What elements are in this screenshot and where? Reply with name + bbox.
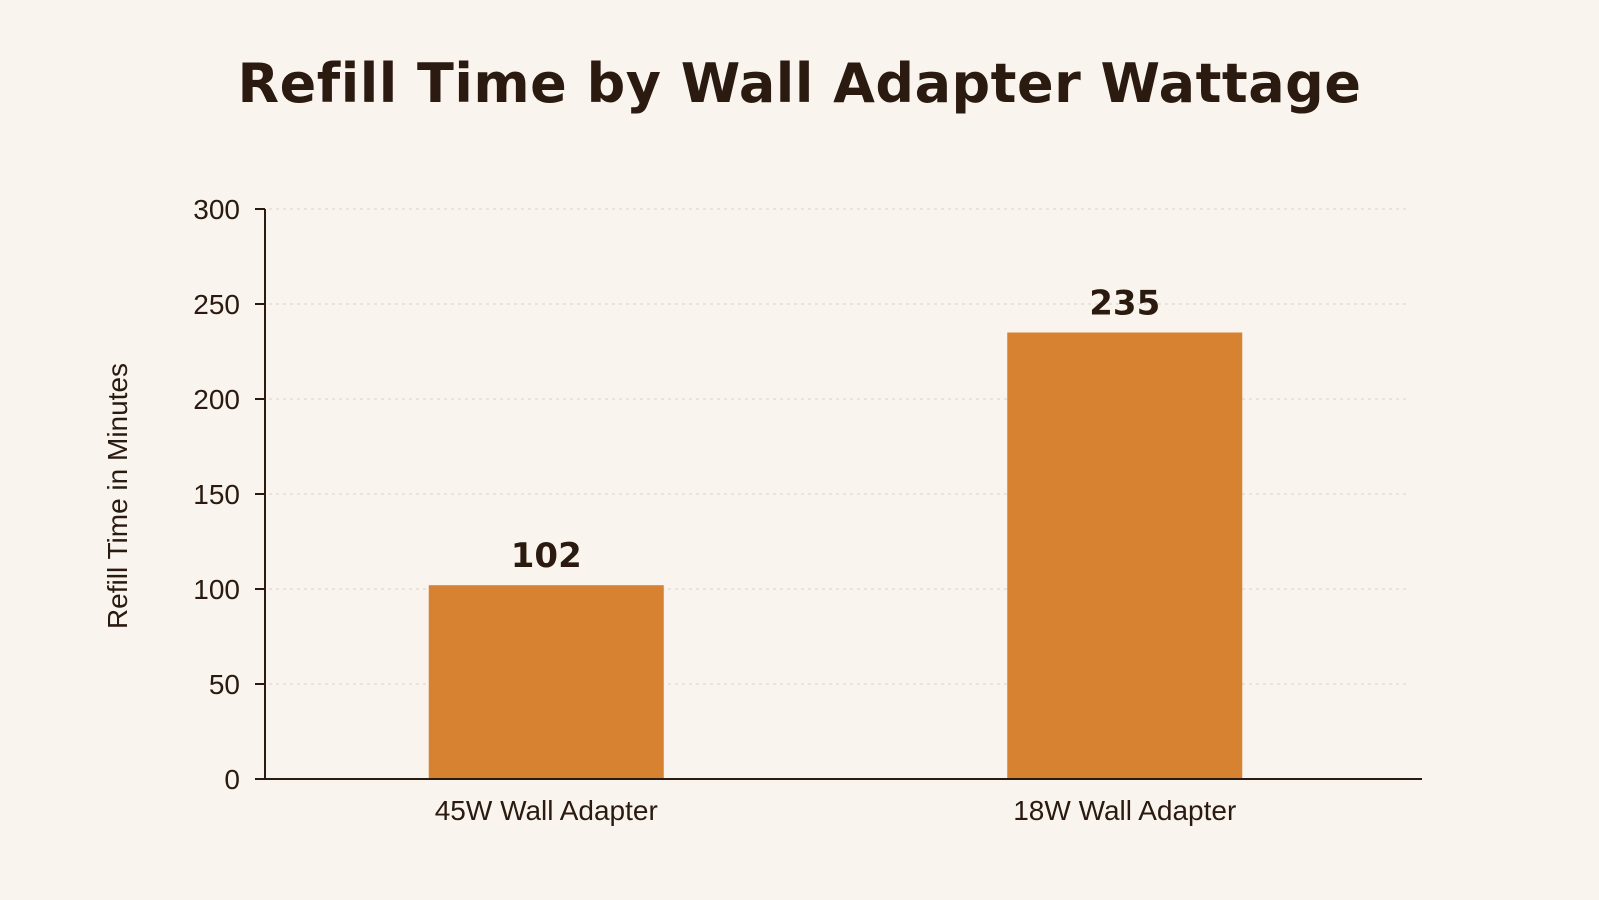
chart-title: Refill Time by Wall Adapter Wattage xyxy=(237,52,1362,115)
bars xyxy=(428,332,1243,779)
y-tick-label: 100 xyxy=(193,574,240,605)
y-tick-label: 150 xyxy=(193,479,240,510)
y-tick-label: 0 xyxy=(224,764,240,795)
x-tick-labels: 45W Wall Adapter 18W Wall Adapter xyxy=(435,795,1237,826)
y-tick-label: 50 xyxy=(209,669,240,700)
bar xyxy=(428,585,664,779)
y-tick-labels: 0 50 100 150 200 250 300 xyxy=(193,194,240,795)
x-tick-label: 18W Wall Adapter xyxy=(1013,795,1236,826)
y-tick-label: 200 xyxy=(193,384,240,415)
y-tick-label: 300 xyxy=(193,194,240,225)
bar-value-label: 102 xyxy=(511,536,582,576)
y-axis-title: Refill Time in Minutes xyxy=(102,363,133,629)
x-tick-label: 45W Wall Adapter xyxy=(435,795,658,826)
bar xyxy=(1007,332,1243,779)
value-labels: 102 235 xyxy=(511,284,1160,577)
axes xyxy=(255,208,1422,780)
bar-value-label: 235 xyxy=(1089,284,1160,324)
y-tick-label: 250 xyxy=(193,289,240,320)
